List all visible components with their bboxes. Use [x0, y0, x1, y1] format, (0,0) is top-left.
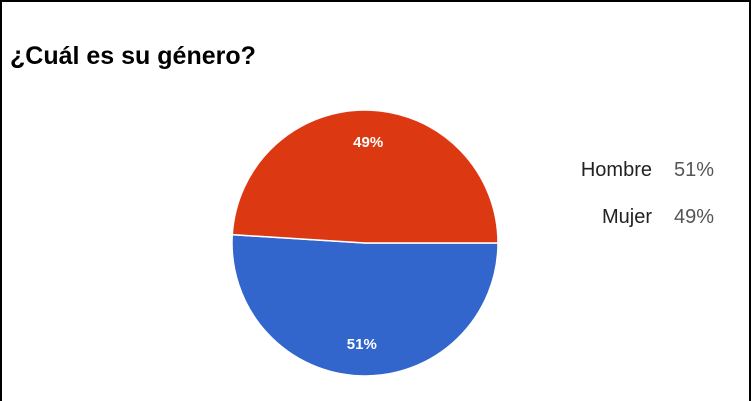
legend-label-hombre: Hombre [580, 159, 652, 181]
legend: Hombre 51% Mujer 49% [540, 147, 744, 241]
pie-slices [231, 109, 499, 377]
slice-label-hombre: 51% [347, 336, 377, 353]
legend-value-mujer: 49% [674, 206, 715, 228]
legend-item-hombre[interactable]: Hombre 51% [540, 147, 744, 194]
pie-labels: 51% 49% [347, 134, 383, 353]
pie-slice-hombre[interactable] [231, 233, 499, 377]
legend-item-mujer[interactable]: Mujer 49% [540, 194, 744, 241]
legend-value-hombre: 51% [674, 159, 715, 181]
chart-title: ¿Cuál es su género? [10, 42, 256, 70]
legend-label-mujer: Mujer [601, 206, 652, 228]
slice-label-mujer: 49% [353, 134, 383, 151]
pie-slice-mujer[interactable] [231, 109, 499, 244]
